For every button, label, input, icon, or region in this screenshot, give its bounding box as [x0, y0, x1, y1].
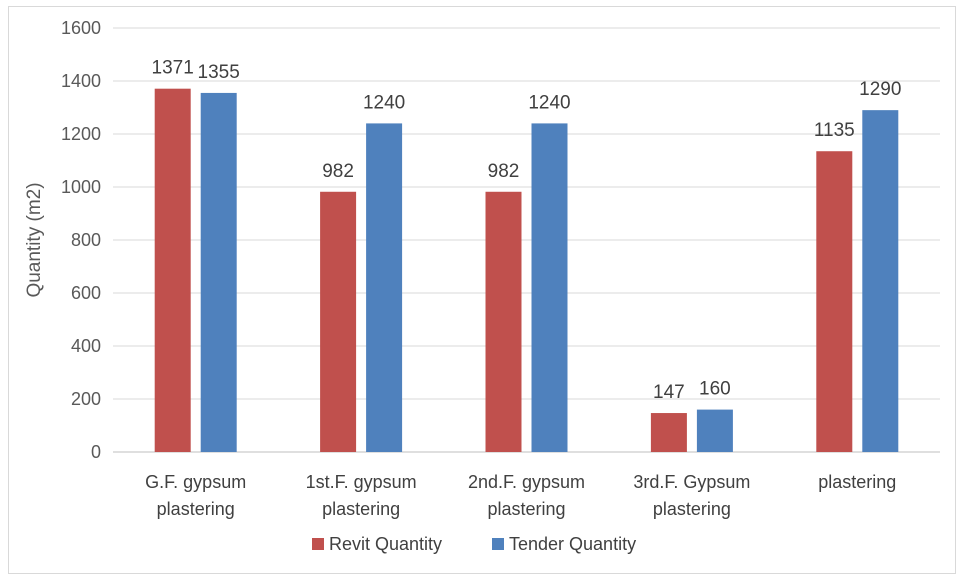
- data-label: 982: [322, 161, 354, 182]
- legend-swatch-tender: [492, 538, 504, 550]
- category-label: plastering: [487, 499, 565, 519]
- legend-label: Revit Quantity: [329, 534, 442, 554]
- category-label: plastering: [322, 499, 400, 519]
- bar-tender: [200, 92, 237, 453]
- data-label: 1135: [814, 120, 855, 141]
- data-label: 1371: [152, 58, 194, 79]
- bar-tender: [531, 123, 568, 453]
- data-label: 1240: [363, 92, 405, 113]
- bar-revit: [320, 191, 357, 452]
- category-labels: G.F. gypsum plastering 1st.F. gypsum plaste…: [145, 472, 896, 519]
- bar-revit: [485, 191, 522, 452]
- data-label: 1240: [528, 92, 570, 113]
- bar-tender: [696, 409, 733, 452]
- bar-revit: [154, 88, 191, 452]
- y-tick-label: 800: [71, 230, 101, 250]
- data-label: 1355: [198, 62, 240, 83]
- y-tick-label: 400: [71, 336, 101, 356]
- y-tick-label: 600: [71, 283, 101, 303]
- data-label: 160: [699, 379, 731, 400]
- data-label: 982: [488, 161, 520, 182]
- data-label: 1290: [859, 79, 901, 100]
- y-axis-label: Quantity (m2): [24, 182, 45, 297]
- bar-tender: [366, 123, 403, 453]
- bars: [154, 88, 899, 453]
- y-tick-label: 0: [91, 442, 101, 462]
- y-tick-label: 1600: [61, 18, 101, 38]
- category-label: 2nd.F. gypsum: [468, 472, 585, 492]
- y-tick-label: 1000: [61, 177, 101, 197]
- y-tick-label: 200: [71, 389, 101, 409]
- category-label: 3rd.F. Gypsum: [633, 472, 750, 492]
- legend-swatch-revit: [312, 538, 324, 550]
- y-tick-label: 1400: [61, 71, 101, 91]
- bar-revit: [650, 413, 687, 452]
- category-label: 1st.F. gypsum: [306, 472, 417, 492]
- y-tick-label: 1200: [61, 124, 101, 144]
- category-label: plastering: [157, 499, 235, 519]
- bar-tender: [862, 110, 899, 453]
- y-axis-ticks: 0 200 400 600 800 1000 1200 1400 1600: [61, 18, 101, 462]
- gridlines: [113, 27, 940, 453]
- bar-revit: [816, 151, 853, 452]
- data-label: 147: [653, 382, 685, 403]
- legend: Revit Quantity Tender Quantity: [312, 534, 636, 554]
- category-label: G.F. gypsum: [145, 472, 246, 492]
- category-label: plastering: [818, 472, 896, 492]
- legend-label: Tender Quantity: [509, 534, 636, 554]
- category-label: plastering: [653, 499, 731, 519]
